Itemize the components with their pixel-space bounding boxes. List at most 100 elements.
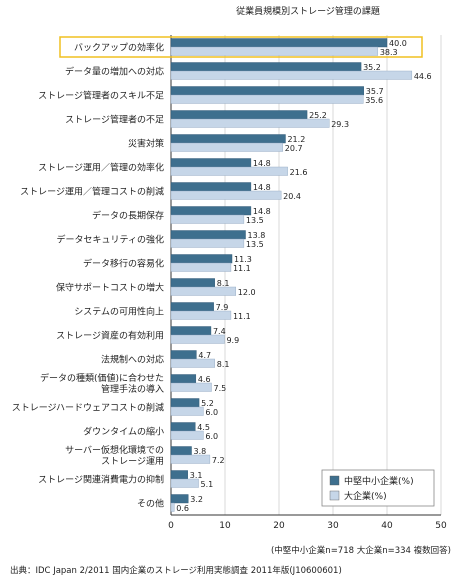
category-label: 法規制への対応 [101,354,164,366]
bar-large [170,382,212,392]
category-label: サーバー仮想化環境でのストレージ運用 [65,444,164,467]
bar-large [170,502,175,512]
category-label: バックアップの効率化 [74,42,164,54]
bar-sme [170,470,188,480]
bar-sme [170,182,252,192]
bar-large [170,142,283,152]
bar-sme [170,158,252,168]
value-label-large: 13.5 [246,216,264,225]
sample-note: (中堅中小企業n=718 大企業n=334 複数回答) [271,545,451,556]
bar-sme [170,110,308,120]
bar-large [170,118,330,128]
bar-large [170,334,225,344]
bar-large [170,46,379,56]
value-label-sme: 3.1 [190,471,203,480]
value-label-large: 11.1 [233,264,251,273]
bar-sme [170,134,286,144]
highlight-rect [59,36,423,58]
x-axis: 0 10 20 30 40 50 [168,514,447,531]
value-label-large: 29.3 [331,120,349,129]
bar-sme [170,398,200,408]
bar-sme [170,278,215,288]
bar-large [170,406,204,416]
x-tick-label: 20 [273,521,285,531]
value-label-large: 11.1 [233,312,251,321]
bar-large [170,190,282,200]
bar-large [170,286,237,296]
bar-sme [170,422,196,432]
bar-large [170,94,364,104]
category-label: ストレージ関連消費電力の抑制 [38,474,164,486]
category-label: ストレージ運用／管理コストの削減 [20,186,164,198]
bar-sme [170,62,362,72]
bar-large [170,262,232,272]
value-label-sme: 25.2 [309,111,327,120]
value-label-large: 44.6 [414,72,432,81]
category-label: データセキュリティの強化 [57,234,164,246]
category-label: システムの可用性向上 [74,306,164,318]
bar-sme [170,494,189,504]
value-label-sme: 14.8 [253,183,271,192]
value-label-sme: 14.8 [253,207,271,216]
bar-sme [170,446,192,456]
legend-label: 中堅中小企業(%) [344,475,414,487]
category-labels: バックアップの効率化データ量の増加への対応ストレージ管理者のスキル不足ストレージ… [12,42,164,510]
value-label-sme: 14.8 [253,159,271,168]
value-label-large: 7.5 [214,384,227,393]
category-label: 保守サポートコストの増大 [56,282,164,294]
value-label-sme: 5.2 [201,399,214,408]
value-label-sme: 3.8 [194,447,207,456]
value-label-sme: 4.7 [198,351,211,360]
bar-sme [170,206,252,216]
legend: 中堅中小企業(%) 大企業(%) [321,469,435,507]
source-note: 出典：IDC Japan 2/2011 国内企業のストレージ利用実態調査 201… [10,565,342,576]
value-labels: 40.038.3 35.2 44.6 35.735.6 25.2 29.3 21.220.7… [176,39,431,513]
legend-swatch [329,475,340,486]
legend-box [321,469,435,507]
value-label-large: 21.6 [290,168,308,177]
category-label: データ量の増加への対応 [65,66,164,78]
bar-large [170,358,215,368]
bar-large [170,70,413,80]
category-label: ストレージ運用／管理の効率化 [38,162,164,174]
value-label-sme: 11.3 [234,255,252,264]
x-tick-label: 40 [381,521,393,531]
bar-large [170,454,211,464]
legend-label: 大企業(%) [344,490,387,502]
bar-sme [170,350,197,360]
value-label-large: 7.2 [212,456,225,465]
category-label: 災害対策 [128,138,164,150]
value-label-sme: 8.1 [217,279,230,288]
category-label: ダウンタイムの縮小 [83,426,164,438]
category-label: データの長期保存 [92,210,164,222]
category-label: ストレージハードウェアコストの削減 [12,402,164,414]
value-label-sme: 35.7 [366,87,384,96]
grid-lines [170,35,442,515]
bar-sme [170,86,364,96]
value-label-large: 6.0 [205,408,218,417]
value-label-large: 12.0 [238,288,256,297]
x-tick-label: 50 [435,521,447,531]
value-label-large: 20.7 [285,144,303,153]
category-label: ストレージ資産の有効利用 [56,330,164,342]
category-label: ストレージ管理者のスキル不足 [38,90,164,102]
bar-sme [170,230,246,240]
bar-large [170,214,245,224]
category-label: ストレージ管理者の不足 [65,114,164,126]
bar-large [170,166,288,176]
bar-large [170,238,245,248]
value-label-sme: 13.8 [248,231,266,240]
value-label-sme: 4.5 [197,423,210,432]
value-label-large: 0.6 [176,504,189,513]
value-label-large: 13.5 [246,240,264,249]
value-label-sme: 7.9 [216,303,229,312]
value-label-sme: 7.4 [213,327,226,336]
x-tick-label: 0 [168,521,174,531]
bars-group [170,38,413,512]
x-tick-label: 30 [327,521,339,531]
bar-large [170,430,204,440]
highlight-box [59,36,423,58]
category-label: その他 [137,498,164,510]
value-label-large: 9.9 [226,336,239,345]
